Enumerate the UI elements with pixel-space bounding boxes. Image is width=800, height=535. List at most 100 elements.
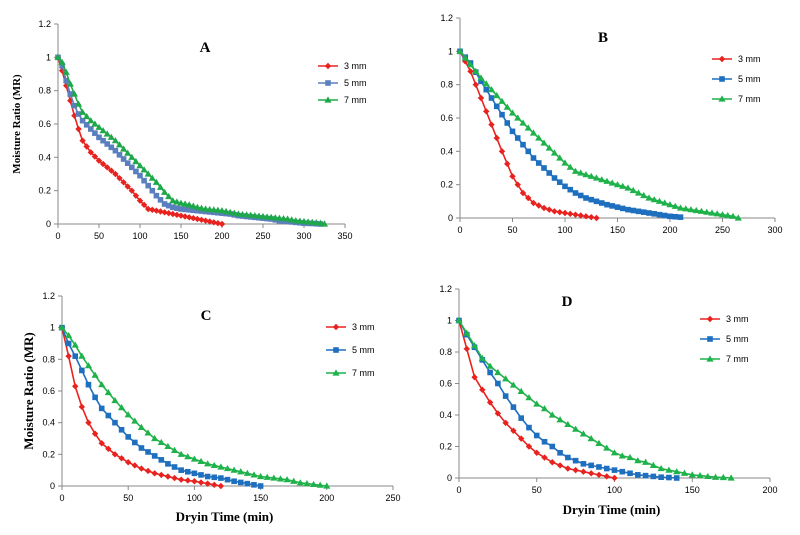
data-point bbox=[181, 200, 189, 207]
data-point bbox=[593, 198, 600, 205]
data-point bbox=[533, 449, 540, 456]
data-point bbox=[217, 482, 225, 490]
data-point bbox=[87, 117, 95, 124]
data-point bbox=[79, 137, 86, 144]
data-point bbox=[619, 205, 626, 212]
data-point bbox=[530, 155, 537, 161]
series-3-mm bbox=[455, 317, 618, 482]
x-tick-label: 50 bbox=[507, 225, 517, 235]
data-point bbox=[148, 174, 156, 181]
x-tick-label: 150 bbox=[610, 225, 625, 235]
legend-label: 5 mm bbox=[352, 345, 375, 355]
data-point bbox=[323, 482, 331, 489]
data-point bbox=[626, 453, 634, 461]
data-point bbox=[100, 137, 106, 144]
data-point bbox=[549, 443, 556, 450]
data-point bbox=[494, 410, 502, 417]
data-point bbox=[149, 206, 156, 214]
data-point bbox=[727, 474, 735, 481]
data-point bbox=[502, 419, 509, 427]
data-point bbox=[486, 399, 494, 406]
data-point bbox=[509, 128, 516, 135]
data-point bbox=[692, 206, 700, 214]
data-point bbox=[138, 445, 145, 451]
data-point bbox=[217, 463, 225, 470]
data-point bbox=[74, 100, 83, 107]
legend-label: 5 mm bbox=[738, 74, 761, 84]
data-point bbox=[218, 475, 224, 481]
x-tick-label: 200 bbox=[662, 225, 677, 235]
data-point bbox=[157, 197, 164, 203]
data-point bbox=[186, 214, 193, 221]
data-point bbox=[99, 127, 107, 134]
y-tick-label: 0.2 bbox=[440, 180, 453, 190]
data-point bbox=[587, 435, 595, 442]
data-point bbox=[136, 197, 144, 204]
data-point bbox=[156, 183, 165, 190]
data-point bbox=[128, 153, 136, 160]
data-point bbox=[567, 186, 574, 193]
data-point bbox=[571, 167, 580, 174]
data-point bbox=[92, 130, 98, 136]
data-point bbox=[75, 125, 82, 133]
data-point bbox=[244, 480, 251, 487]
data-point bbox=[144, 170, 152, 177]
data-point bbox=[640, 191, 648, 199]
data-point bbox=[72, 383, 79, 390]
legend-marker bbox=[324, 96, 332, 103]
y-tick-label: 1 bbox=[448, 46, 453, 56]
data-point bbox=[688, 471, 696, 478]
data-point bbox=[557, 450, 563, 456]
data-point bbox=[551, 175, 558, 181]
data-point bbox=[141, 177, 147, 184]
data-point bbox=[290, 477, 298, 484]
y-tick-label: 0.6 bbox=[38, 119, 51, 129]
data-point bbox=[682, 205, 690, 212]
data-point bbox=[572, 457, 579, 464]
data-point bbox=[120, 179, 127, 186]
data-point bbox=[598, 200, 605, 206]
data-point bbox=[556, 462, 564, 469]
data-point bbox=[572, 190, 579, 196]
series-5-mm bbox=[55, 54, 324, 227]
data-point bbox=[98, 381, 106, 388]
data-point bbox=[580, 461, 587, 467]
data-point bbox=[204, 480, 211, 487]
data-point bbox=[566, 163, 574, 170]
data-point bbox=[108, 144, 115, 151]
data-point bbox=[556, 416, 564, 423]
data-point bbox=[580, 468, 587, 475]
data-point bbox=[551, 208, 558, 215]
data-point bbox=[112, 419, 118, 426]
data-point bbox=[184, 477, 191, 484]
y-tick-label: 1.2 bbox=[440, 13, 453, 23]
data-point bbox=[519, 119, 527, 126]
data-point bbox=[524, 124, 532, 131]
data-point bbox=[158, 471, 165, 479]
data-point bbox=[63, 77, 69, 84]
data-point bbox=[541, 454, 548, 461]
data-point bbox=[498, 148, 506, 155]
data-point bbox=[65, 352, 72, 360]
data-point bbox=[582, 213, 590, 220]
y-tick-label: 0.8 bbox=[42, 354, 55, 364]
data-point bbox=[565, 454, 571, 461]
data-point bbox=[665, 466, 673, 473]
data-point bbox=[655, 197, 664, 204]
data-point bbox=[116, 174, 123, 182]
legend-marker bbox=[718, 95, 726, 102]
data-point bbox=[149, 187, 156, 194]
legend-marker bbox=[324, 62, 332, 70]
data-point bbox=[120, 145, 128, 152]
data-point bbox=[479, 386, 486, 393]
series-7-mm bbox=[58, 324, 331, 489]
data-point bbox=[157, 208, 164, 215]
data-point bbox=[509, 381, 518, 388]
data-point bbox=[98, 405, 105, 412]
data-point bbox=[525, 194, 532, 202]
data-point bbox=[125, 459, 132, 466]
data-point bbox=[502, 375, 510, 382]
data-point bbox=[231, 478, 237, 485]
y-tick-label: 1 bbox=[50, 323, 55, 333]
data-point bbox=[729, 212, 737, 219]
